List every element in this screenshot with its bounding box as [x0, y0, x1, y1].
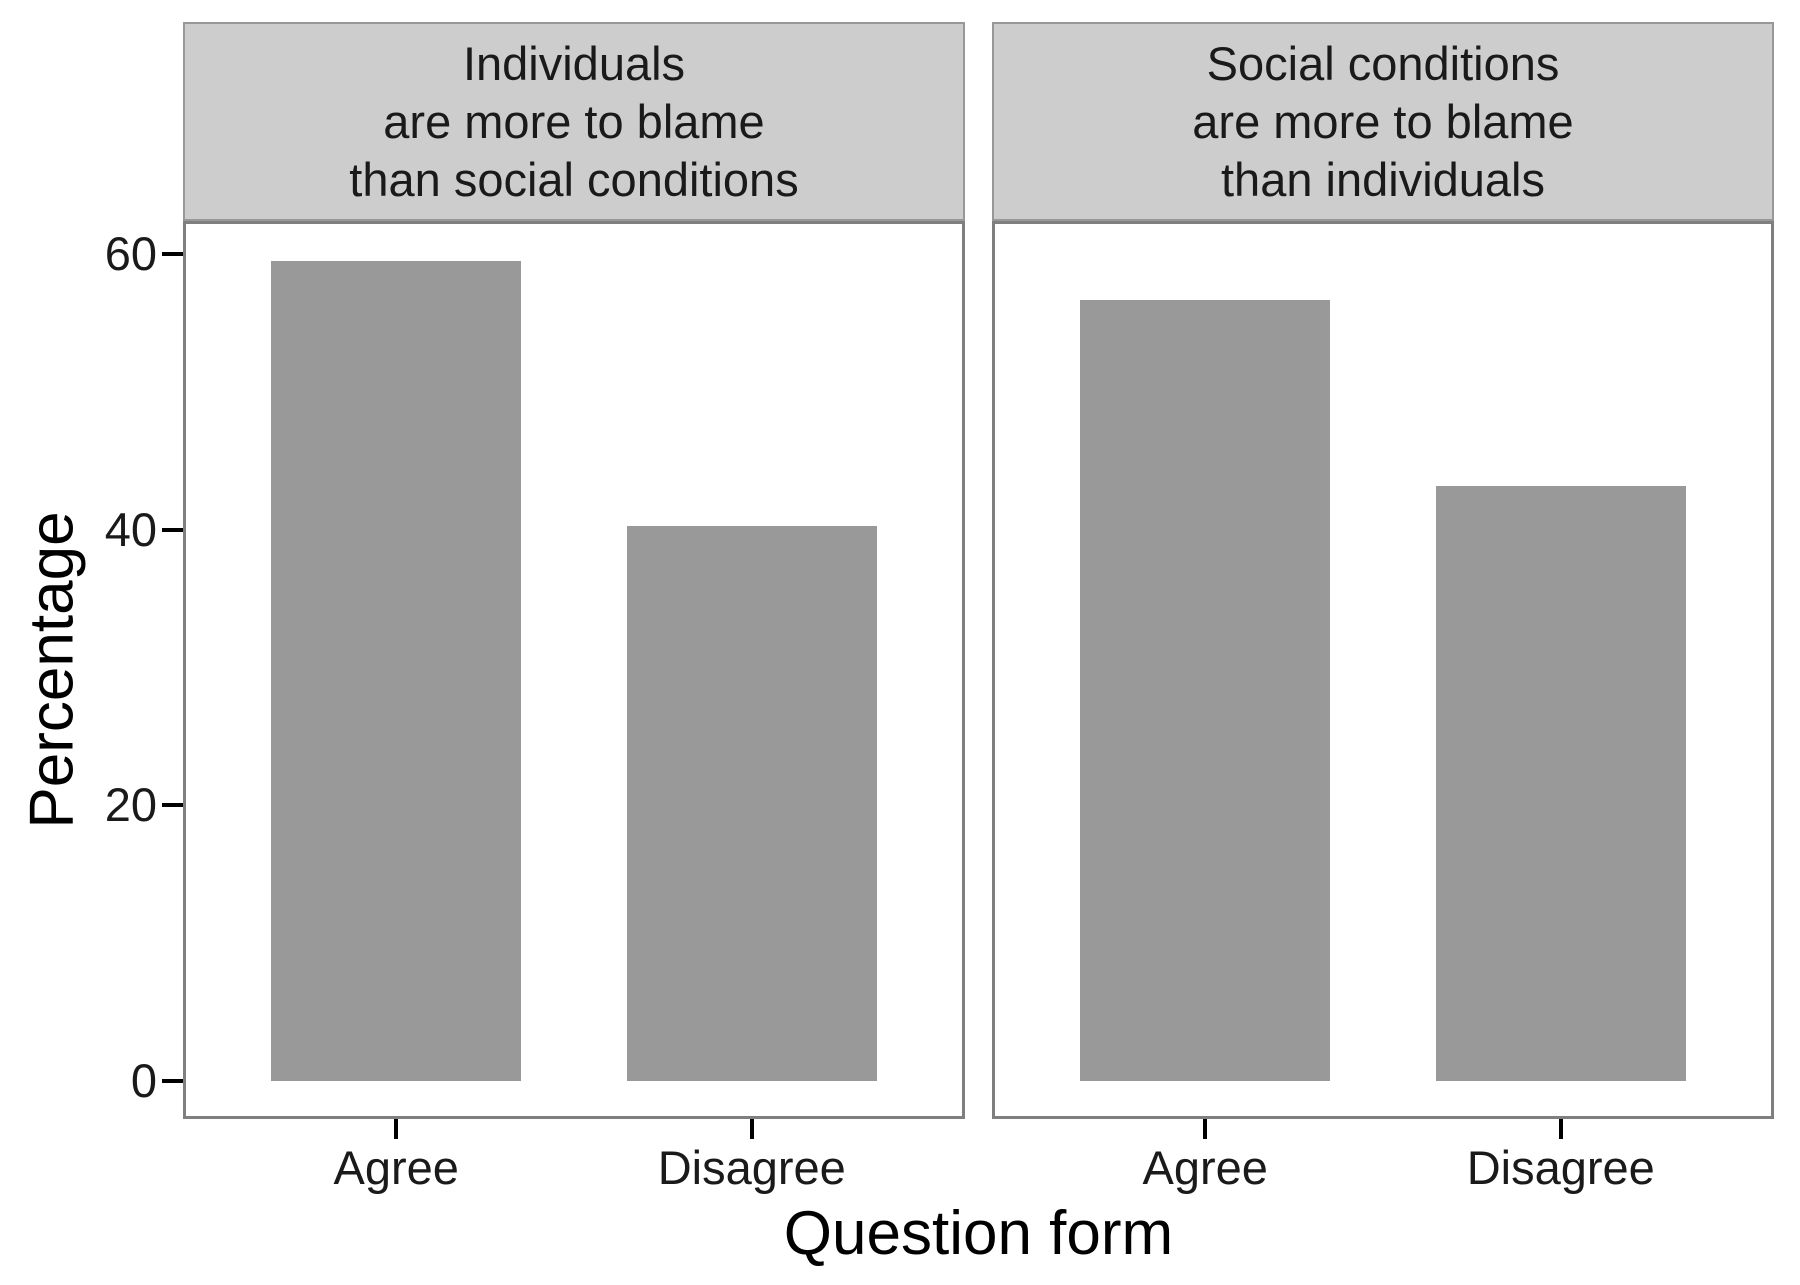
facet-strip-social-conditions: Social conditions are more to blame than…	[992, 22, 1774, 221]
y-tick-label-0: 0	[130, 1054, 157, 1107]
bar-disagree-facet-0	[626, 525, 877, 1081]
y-tick-mark	[162, 803, 183, 808]
x-tick-label-disagree: Disagree	[1466, 1141, 1655, 1194]
x-tick-label-disagree: Disagree	[657, 1141, 846, 1194]
x-tick-label-agree: Agree	[333, 1141, 459, 1194]
y-tick-mark	[162, 1079, 183, 1083]
y-tick-label-60: 60	[104, 227, 157, 281]
facet-strip-individuals: Individuals are more to blame than socia…	[183, 22, 965, 221]
bar-agree-facet-1	[1080, 299, 1331, 1081]
x-tick-mark	[394, 1119, 399, 1139]
facet-strip-label: Individuals are more to blame than socia…	[349, 36, 799, 206]
y-tick-mark	[162, 252, 183, 257]
y-tick-label-20: 20	[104, 778, 157, 832]
facet-strip-label: Social conditions are more to blame than…	[1192, 36, 1574, 206]
y-tick-label-40: 40	[104, 502, 157, 556]
x-tick-mark	[749, 1119, 754, 1139]
bar-disagree-facet-1	[1435, 485, 1686, 1081]
bar-agree-facet-0	[271, 261, 522, 1081]
x-axis-title: Question form	[783, 1199, 1174, 1268]
x-tick-mark	[1558, 1119, 1563, 1139]
y-tick-mark	[162, 527, 183, 532]
x-tick-mark	[1203, 1119, 1208, 1139]
x-tick-label-agree: Agree	[1142, 1141, 1268, 1194]
